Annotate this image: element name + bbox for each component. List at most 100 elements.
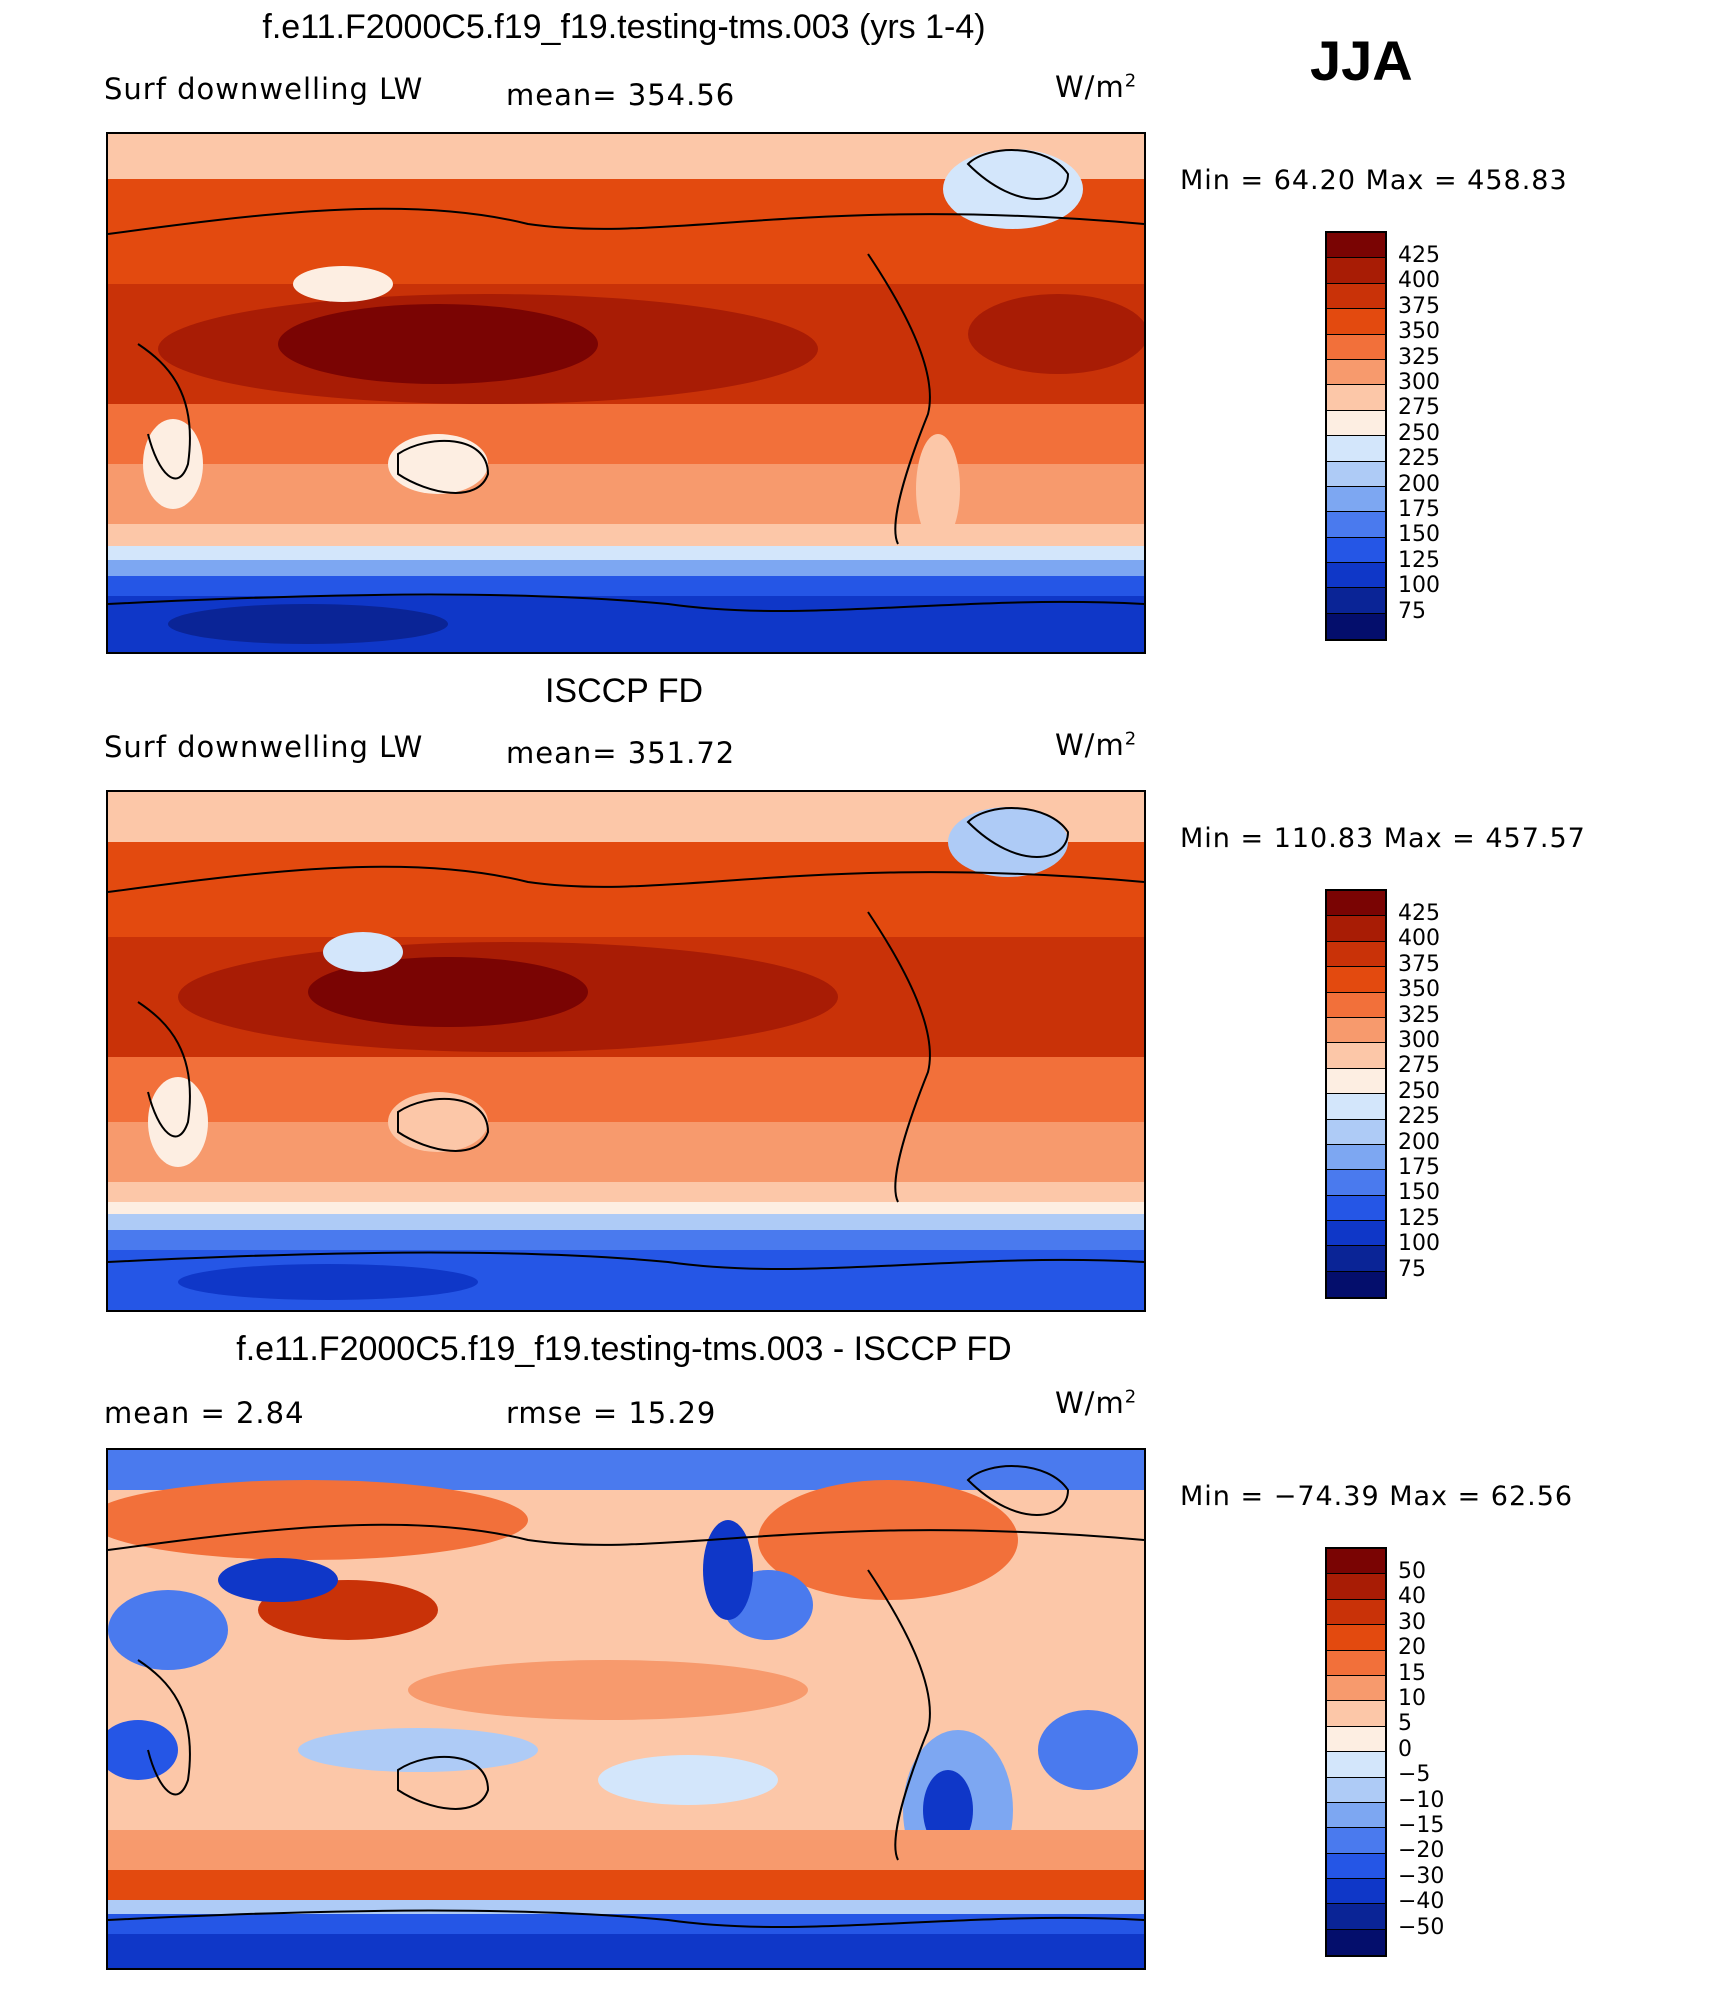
colorbar-tick-label: 40 [1398,1584,1426,1610]
colorbar-tick-label: −5 [1398,1762,1431,1788]
panel1-min-max: Min = 64.20 Max = 458.83 [1180,165,1568,196]
colorbar-swatch [1327,916,1385,942]
colorbar-swatch [1327,537,1385,564]
colorbar-tick-label: −30 [1398,1863,1445,1889]
colorbar-swatch [1327,486,1385,513]
colorbar-tick-label: 375 [1398,951,1440,977]
colorbar-tick-label: 300 [1398,370,1440,396]
panel3-rmse-label: rmse = 15.29 [506,1396,717,1430]
colorbar-swatch [1327,1828,1385,1854]
colorbar-tick-label: 150 [1398,1180,1440,1206]
colorbar-swatch [1327,1574,1385,1600]
colorbar-swatch [1327,1271,1385,1298]
panel3-colorbar-labels: 50 40 30 20 15 10 5 0 −5 −10 −15 −20 −30 −40 −50 [1398,1559,1444,1940]
colorbar-tick-label: 10 [1398,1686,1426,1712]
panel3-min-max: Min = −74.39 Max = 62.56 [1180,1481,1574,1512]
panel1-field [108,134,1144,652]
colorbar-swatch [1327,1802,1385,1829]
colorbar-swatch [1327,1094,1385,1120]
panel3-units-label: W/m2 [1055,1386,1138,1420]
colorbar-tick-label: −20 [1398,1838,1445,1864]
colorbar-tick-label: 300 [1398,1028,1440,1054]
colorbar-swatch [1327,1068,1385,1095]
colorbar-swatch [1327,1043,1385,1069]
colorbar-tick-label: 125 [1398,1205,1440,1231]
panel3-field [108,1450,1144,1968]
colorbar-swatch [1327,1017,1385,1044]
colorbar-tick-label: 425 [1398,243,1440,268]
colorbar-tick-label: 400 [1398,926,1440,952]
panel2-min-max: Min = 110.83 Max = 457.57 [1180,823,1586,854]
colorbar-tick-label: 30 [1398,1609,1426,1635]
colorbar-tick-label: 325 [1398,344,1440,370]
panel3-mean-label: mean = 2.84 [104,1396,305,1430]
panel1-variable-label: Surf downwelling LW [104,72,424,106]
colorbar-swatch [1327,258,1385,284]
colorbar-swatch [1327,334,1385,360]
panel3-map [106,1448,1146,1970]
colorbar-tick-label: 250 [1398,1078,1440,1104]
colorbar-tick-label: −50 [1398,1914,1445,1940]
colorbar-swatch [1327,233,1385,259]
colorbar-swatch [1327,1599,1385,1626]
colorbar-tick-label: 225 [1398,446,1440,472]
colorbar-swatch [1327,359,1385,386]
colorbar-swatch [1327,436,1385,462]
colorbar-swatch [1327,1879,1385,1905]
panel1-colorbar [1325,231,1387,642]
colorbar-tick-label: 5 [1398,1711,1412,1737]
panel2-map [106,790,1146,1312]
colorbar-swatch [1327,385,1385,411]
panel2-mean-label: mean= 351.72 [506,736,736,770]
colorbar-tick-label: 225 [1398,1104,1440,1130]
colorbar-tick-label: 350 [1398,977,1440,1003]
colorbar-tick-label: 0 [1398,1736,1412,1762]
colorbar-tick-label: 175 [1398,1155,1440,1181]
colorbar-swatch [1327,613,1385,640]
colorbar-tick-label: −10 [1398,1787,1445,1813]
panel1-units-label: W/m2 [1055,70,1138,104]
colorbar-swatch [1327,1675,1385,1702]
panel2-variable-label: Surf downwelling LW [104,730,424,764]
season-label: JJA [1310,29,1413,92]
panel1-mean-label: mean= 354.56 [506,78,736,112]
panel3-title: f.e11.F2000C5.f19_f19.testing-tms.003 - … [236,1330,1012,1368]
colorbar-swatch [1327,461,1385,487]
colorbar-tick-label: 200 [1398,471,1440,497]
colorbar-tick-label: 100 [1398,1231,1440,1257]
colorbar-tick-label: 275 [1398,1053,1440,1079]
panel1-title: f.e11.F2000C5.f19_f19.testing-tms.003 (y… [262,8,986,46]
colorbar-swatch [1327,1752,1385,1778]
panel2-title: ISCCP FD [544,672,704,710]
colorbar-swatch [1327,1549,1385,1575]
colorbar-swatch [1327,1726,1385,1753]
colorbar-tick-label: 275 [1398,395,1440,421]
colorbar-swatch [1327,309,1385,335]
colorbar-swatch [1327,891,1385,917]
colorbar-swatch [1327,967,1385,993]
colorbar-tick-label: 425 [1398,901,1440,926]
colorbar-swatch [1327,283,1385,310]
colorbar-tick-label: −40 [1398,1889,1445,1915]
colorbar-tick-label: −15 [1398,1813,1445,1839]
colorbar-tick-label: 100 [1398,573,1440,599]
colorbar-tick-label: 350 [1398,319,1440,345]
panel2-colorbar [1325,889,1387,1300]
colorbar-swatch [1327,563,1385,589]
colorbar-swatch [1327,410,1385,437]
colorbar-swatch [1327,512,1385,538]
colorbar-swatch [1327,941,1385,968]
panel2-colorbar-labels: 425 400 375 350 325 300 275 250 225 200 175 150 125 1… [1398,901,1440,1282]
colorbar-tick-label: 50 [1398,1559,1426,1584]
colorbar-tick-label: 75 [1398,598,1426,624]
colorbar-swatch [1327,1221,1385,1247]
colorbar-swatch [1327,1625,1385,1651]
colorbar-swatch [1327,1904,1385,1930]
panel1-colorbar-labels: 425 400 375 350 325 300 275 250 225 200 175 150 125 1… [1398,243,1440,624]
colorbar-tick-label: 75 [1398,1256,1426,1282]
colorbar-tick-label: 200 [1398,1129,1440,1155]
colorbar-tick-label: 375 [1398,293,1440,319]
colorbar-swatch [1327,1246,1385,1272]
colorbar-swatch [1327,992,1385,1018]
panel3-colorbar [1325,1547,1387,1958]
